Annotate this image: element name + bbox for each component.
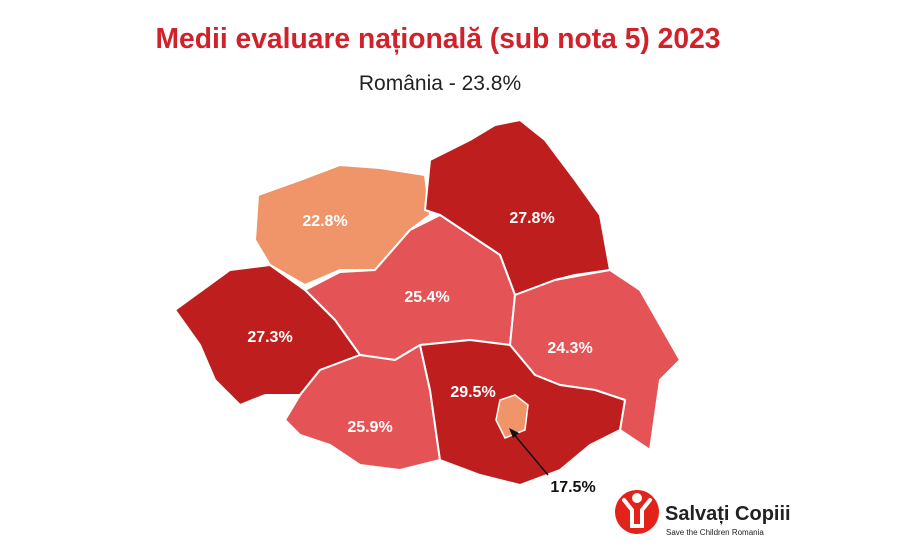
bucharest <box>495 394 529 439</box>
region-label: 29.5% <box>450 384 495 401</box>
title: Medii evaluare națională (sub nota 5) 20… <box>156 23 721 55</box>
arrow-head <box>509 428 519 438</box>
region-label: 27.3% <box>247 329 292 346</box>
logo: Salvați Copiii Save the Children Romania <box>615 490 791 537</box>
callout-label: 17.5% <box>550 479 595 496</box>
subtitle: România - 23.8% <box>359 72 521 95</box>
region-label: 25.9% <box>347 419 392 436</box>
callout-arrow <box>511 431 549 476</box>
logo-tagline: Save the Children Romania <box>666 528 764 537</box>
region-label: 25.4% <box>404 289 449 306</box>
map <box>174 119 681 486</box>
logo-name: Salvați Copiii <box>665 503 791 525</box>
region-label: 22.8% <box>302 213 347 230</box>
region-label: 24.3% <box>547 340 592 357</box>
region-label: 27.8% <box>509 210 554 227</box>
